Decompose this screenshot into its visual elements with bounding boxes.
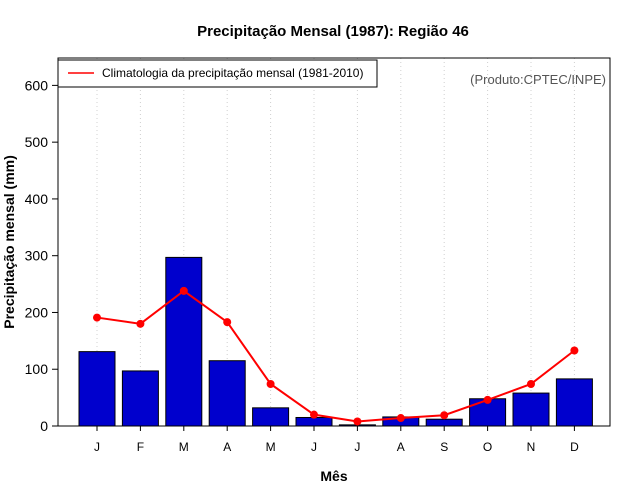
bar-11 [512,392,550,427]
grid-lines [96,58,575,426]
x-tick-label: M [266,440,276,454]
y-tick-label: 500 [25,134,49,150]
climatology-point-1 [93,313,101,322]
x-tick-label: O [483,440,492,454]
bar-4 [208,360,246,427]
x-tick-label: J [354,440,360,454]
y-tick-label: 100 [25,361,49,377]
legend-box [57,59,378,88]
x-tick-label: S [440,440,448,454]
bar-series [78,256,593,427]
bar-3 [165,256,203,427]
x-tick-label: J [311,440,317,454]
climatology-point-5 [266,379,275,388]
climatology-point-2 [136,319,145,328]
x-tick-label: A [397,440,405,454]
y-tick-label: 400 [25,191,49,207]
bar-2 [121,370,159,427]
bar-1 [78,351,116,427]
climatology-point-6 [310,410,318,419]
climatology-point-8 [396,414,405,423]
x-tick-label: J [94,440,100,454]
y-axis-title: Precipitação mensal (mm) [1,155,17,329]
climatology-point-10 [483,395,492,404]
y-tick-label: 0 [40,418,48,434]
climatology-point-7 [353,417,362,426]
climatology-point-12 [570,346,579,355]
legend-label: Climatologia da precipitação mensal (198… [102,66,363,80]
climatology-point-9 [440,411,449,420]
x-tick-label: A [223,440,231,454]
legend: Climatologia da precipitação mensal (198… [57,59,378,88]
y-tick-label: 200 [25,304,49,320]
x-tick-label: M [179,440,189,454]
climatology-point-4 [223,318,232,327]
x-tick-label: D [570,440,579,454]
y-axis: 0 100 200 300 400 500 600 [25,77,58,434]
bar-6 [295,416,333,427]
y-tick-label: 300 [25,248,49,264]
x-axis-title: Mês [320,468,347,484]
bar-9 [425,418,463,427]
y-tick-label: 600 [25,77,49,93]
climatology-line [96,289,576,423]
x-tick-label: N [527,440,536,454]
credit-annotation: (Produto:CPTEC/INPE) [470,72,606,87]
bar-12 [555,378,593,427]
climatology-point-11 [527,379,535,388]
climatology-line-series [93,286,579,426]
climatology-point-3 [179,286,188,295]
x-tick-label: F [137,440,144,454]
chart-title: Precipitação Mensal (1987): Região 46 [197,23,469,40]
plot-frame [57,57,611,427]
bar-5 [252,407,290,427]
